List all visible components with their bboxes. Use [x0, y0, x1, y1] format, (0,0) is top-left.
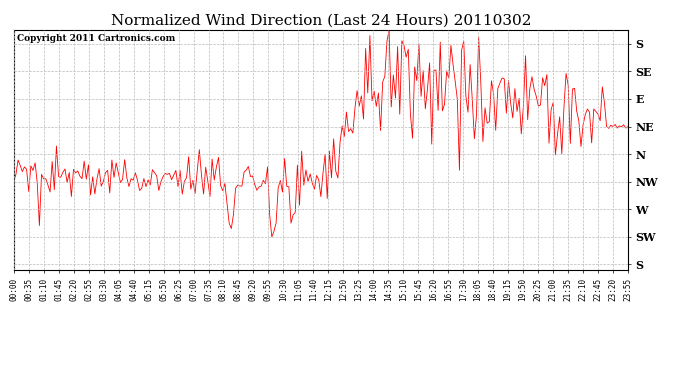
- Title: Normalized Wind Direction (Last 24 Hours) 20110302: Normalized Wind Direction (Last 24 Hours…: [110, 13, 531, 27]
- Text: Copyright 2011 Cartronics.com: Copyright 2011 Cartronics.com: [17, 34, 175, 43]
